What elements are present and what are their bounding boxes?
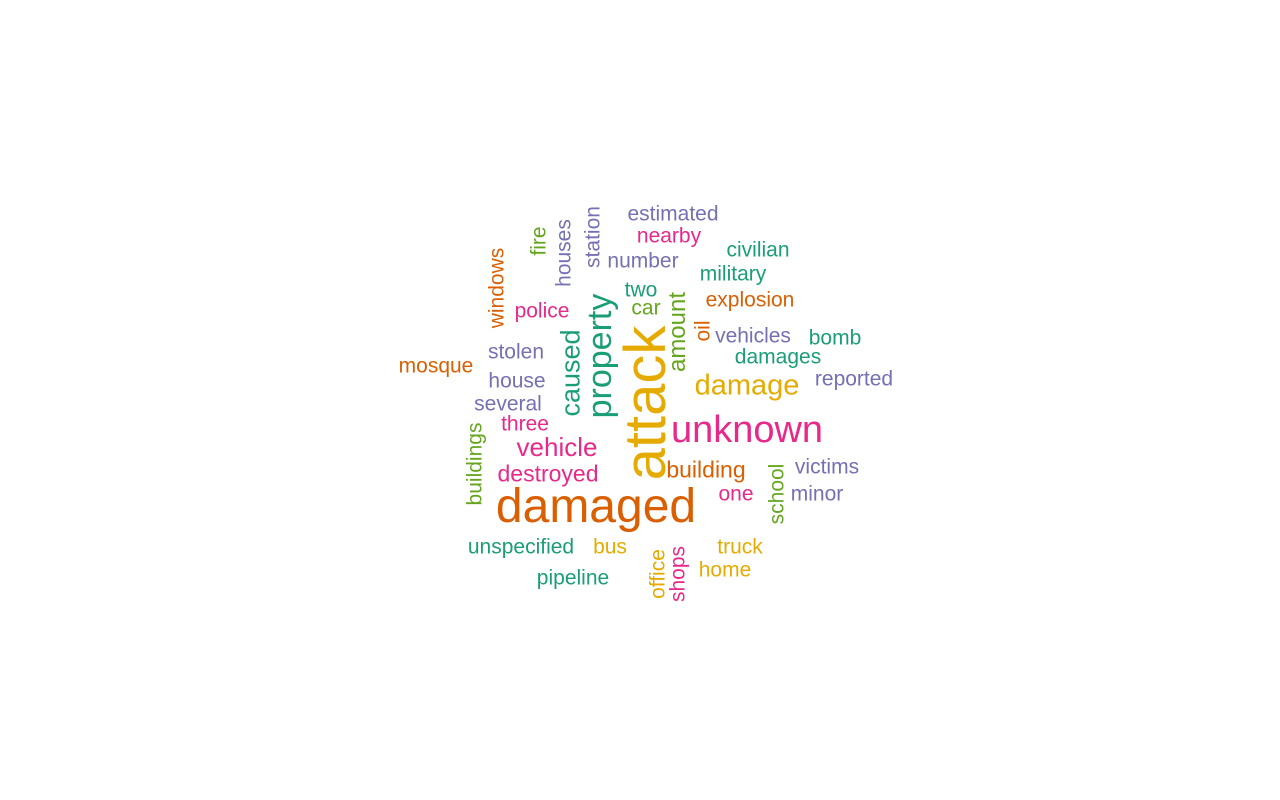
word-buildings: buildings (463, 422, 487, 506)
word-shops: shops (666, 545, 690, 603)
word-car: car (631, 296, 661, 320)
word-destroyed: destroyed (497, 460, 599, 487)
word-minor: minor (790, 482, 844, 506)
word-truck: truck (717, 535, 763, 559)
word-military: military (699, 262, 767, 286)
word-property: property (581, 293, 619, 419)
word-bus: bus (593, 535, 627, 559)
word-reported: reported (814, 367, 894, 391)
word-unspecified: unspecified (467, 535, 575, 559)
word-victims: victims (794, 455, 860, 479)
word-house: house (488, 369, 546, 393)
word-windows: windows (485, 247, 509, 329)
word-one: one (718, 482, 754, 506)
word-stolen: stolen (487, 340, 545, 364)
word-number: number (607, 249, 679, 273)
word-police: police (514, 299, 570, 323)
word-two: two (624, 278, 658, 302)
word-station: station (581, 206, 605, 268)
word-damaged: damaged (495, 480, 697, 533)
word-nearby: nearby (636, 224, 702, 248)
word-home: home (698, 558, 752, 582)
word-unknown: unknown (670, 409, 824, 451)
word-damage: damage (694, 369, 800, 402)
word-three: three (501, 412, 549, 436)
word-damages: damages (734, 345, 822, 369)
word-school: school (765, 463, 789, 525)
word-building: building (666, 456, 746, 483)
word-explosion: explosion (705, 288, 795, 312)
word-pipeline: pipeline (536, 566, 610, 590)
word-vehicles: vehicles (715, 324, 791, 348)
word-amount: amount (664, 291, 691, 373)
word-civilian: civilian (726, 238, 790, 262)
word-caused: caused (555, 329, 586, 417)
word-oil: oil (691, 320, 715, 342)
word-mosque: mosque (398, 354, 474, 378)
word-fire: fire (527, 226, 551, 256)
word-office: office (646, 549, 670, 599)
word-houses: houses (552, 219, 576, 287)
word-bomb: bomb (808, 326, 862, 350)
word-vehicle: vehicle (516, 432, 598, 462)
word-several: several (474, 392, 542, 416)
word-estimated: estimated (627, 202, 719, 226)
